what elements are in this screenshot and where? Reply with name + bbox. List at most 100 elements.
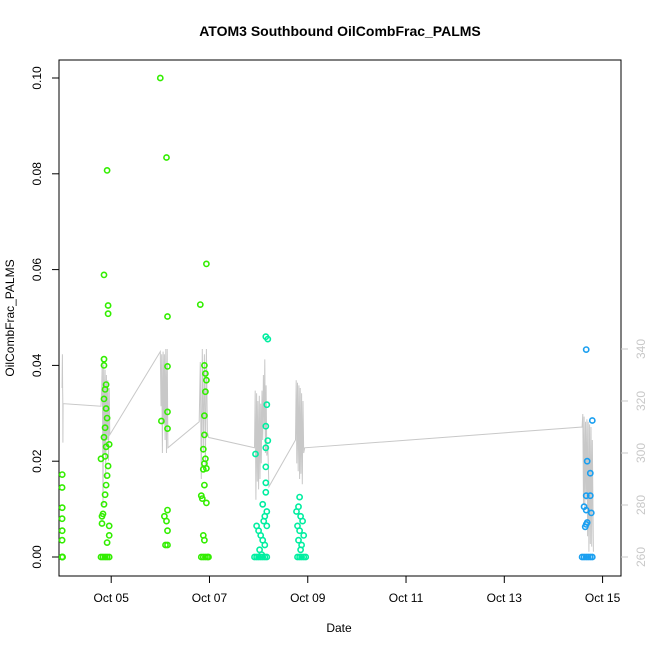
data-point (587, 509, 595, 517)
data-point (198, 495, 206, 502)
data-point (201, 388, 209, 396)
y-tick-label: 0.10 (30, 66, 44, 90)
data-point (196, 301, 204, 308)
data-point (58, 471, 66, 478)
data-point (164, 527, 171, 535)
data-point (58, 515, 66, 523)
data-point (264, 437, 272, 444)
data-point (58, 536, 66, 544)
data-point (262, 463, 270, 471)
y2-tick-label: 260 (634, 547, 648, 567)
data-point (259, 500, 267, 508)
line-series-layer (61, 348, 594, 552)
y2-tick-label: 300 (634, 443, 648, 463)
chart-title: ATOM3 Southbound OilCombFrac_PALMS (199, 23, 481, 39)
data-point (199, 465, 207, 473)
data-point (582, 521, 590, 528)
data-point (202, 464, 210, 472)
y2-tick-label: 280 (634, 495, 648, 515)
data-point (100, 395, 108, 403)
data-point (586, 492, 594, 500)
x-axis-label: Date (326, 621, 352, 635)
data-point (297, 546, 304, 554)
data-point (58, 504, 66, 512)
y-axis: 0.00 0.02 0.04 0.06 0.08 0.10 (30, 66, 59, 569)
data-point (582, 346, 590, 353)
data-point (262, 444, 270, 452)
y-tick-label: 0.08 (30, 162, 44, 186)
data-point (164, 408, 171, 416)
data-point (103, 166, 111, 174)
y-tick-label: 0.00 (30, 545, 44, 569)
data-point (260, 517, 268, 525)
data-point (164, 313, 171, 320)
scatter-points-layer (58, 74, 596, 561)
y2-tick-label: 320 (634, 391, 648, 411)
data-point (262, 488, 270, 496)
data-point (296, 527, 303, 535)
data-point (58, 484, 66, 491)
data-point (295, 536, 302, 544)
data-point (299, 517, 306, 525)
data-point (163, 154, 170, 161)
x-tick-label: Oct 07 (192, 591, 228, 605)
x-axis: Oct 05 Oct 07 Oct 09 Oct 11 Oct 13 Oct 15 (94, 575, 621, 605)
data-point (588, 553, 596, 561)
data-point (100, 271, 108, 279)
data-point (103, 539, 111, 546)
y-tick-label: 0.06 (30, 258, 44, 282)
data-point (261, 541, 269, 549)
data-point (263, 522, 271, 530)
data-point (156, 74, 164, 82)
data-point (98, 512, 106, 520)
data-point (164, 362, 171, 370)
data-point (98, 520, 106, 527)
data-point (202, 260, 210, 268)
data-point (105, 440, 113, 448)
data-point (200, 412, 208, 420)
y-tick-label: 0.02 (30, 449, 44, 473)
data-point (105, 553, 113, 561)
y2-axis: 260 280 300 320 340 (621, 339, 648, 567)
data-point (105, 522, 113, 530)
data-point (293, 508, 300, 515)
data-point (263, 553, 271, 561)
data-point (258, 551, 266, 558)
data-point (102, 381, 110, 388)
data-point (252, 450, 259, 458)
data-point (200, 361, 208, 369)
y-tick-label: 0.04 (30, 353, 44, 377)
data-point (97, 455, 105, 463)
data-point (104, 302, 112, 309)
data-point (101, 491, 109, 499)
data-point (200, 481, 208, 489)
data-point (302, 553, 310, 561)
y-axis-label: OilCombFrac_PALMS (3, 259, 17, 376)
data-point (263, 401, 271, 409)
data-point (264, 335, 272, 343)
data-point (202, 376, 210, 384)
data-point (201, 370, 209, 377)
data-point (163, 517, 170, 525)
data-point (199, 445, 207, 453)
data-point (164, 506, 171, 514)
data-point (262, 479, 270, 487)
data-point (105, 532, 113, 539)
data-point (100, 355, 108, 363)
data-point (586, 469, 594, 477)
data-point (101, 424, 109, 432)
data-point (100, 433, 108, 441)
data-point (164, 425, 171, 432)
data-point (262, 422, 270, 430)
data-point (102, 405, 110, 412)
data-point (296, 493, 303, 501)
data-point (300, 532, 308, 539)
data-point (205, 553, 212, 561)
data-point (583, 457, 591, 465)
data-point (59, 553, 66, 561)
data-point (103, 414, 111, 422)
data-point (582, 506, 590, 514)
data-point (582, 492, 590, 500)
plot-border (58, 59, 622, 577)
